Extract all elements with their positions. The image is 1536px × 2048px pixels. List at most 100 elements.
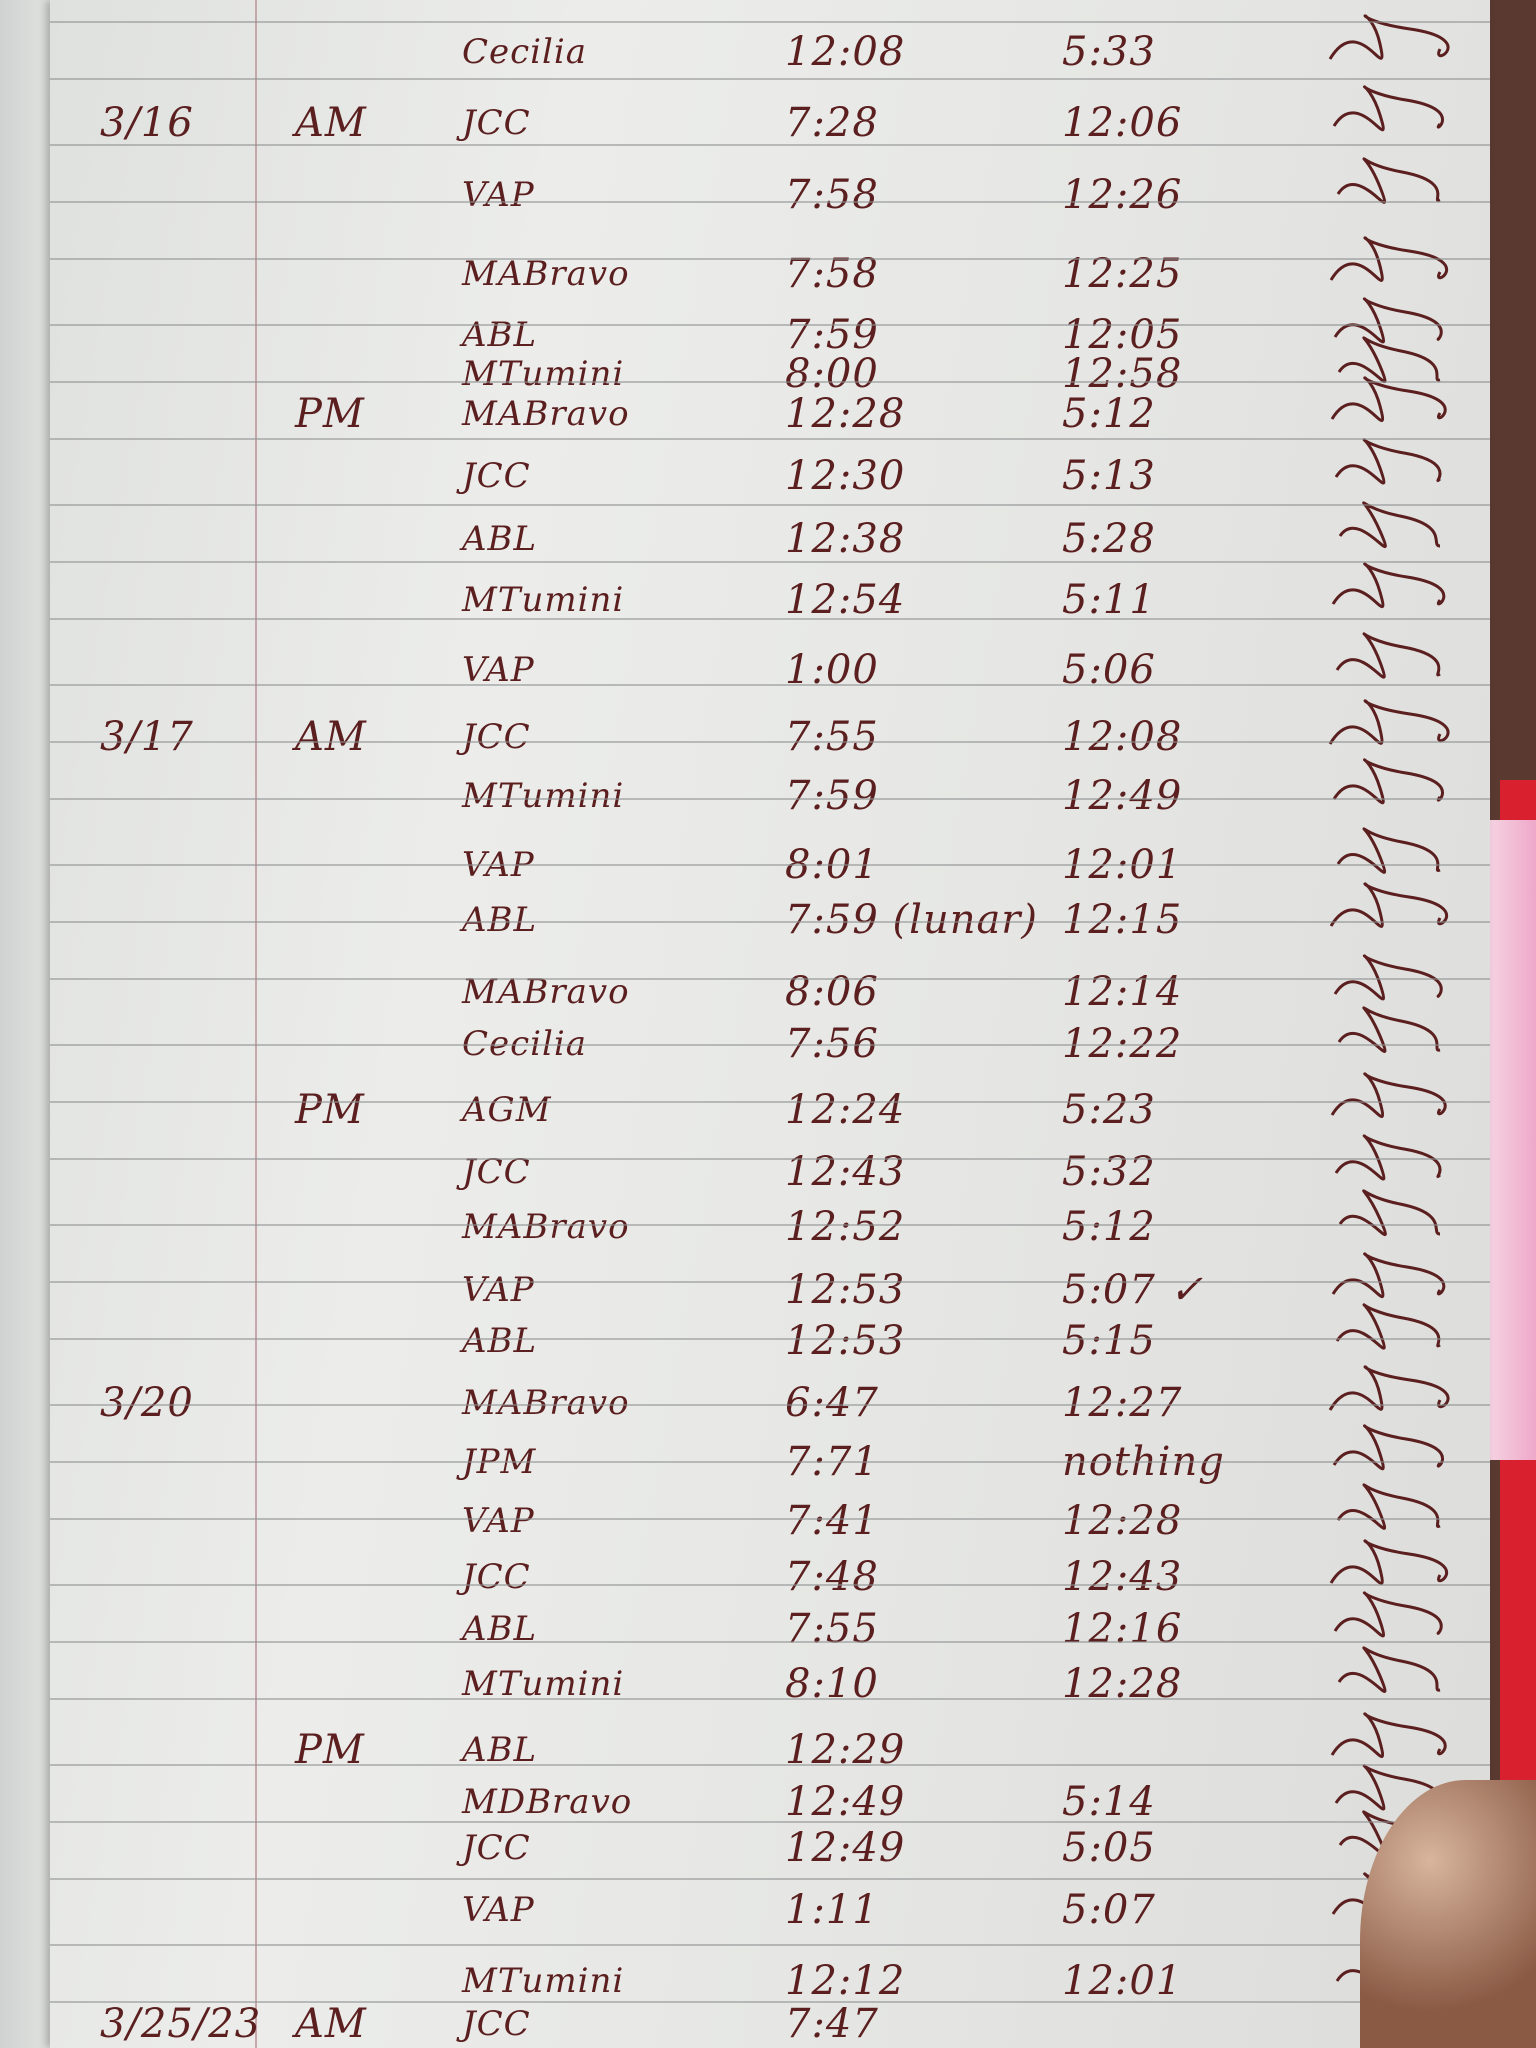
ruled-line (50, 1698, 1490, 1700)
entry-out: 5:11 (1062, 577, 1156, 623)
signature-icon (1337, 1006, 1441, 1053)
log-entry: MTumini 8:10 12:28 (50, 1646, 1490, 1707)
log-entry: PM AGM 12:24 5:23 (50, 1072, 1490, 1133)
entry-name: ABL (462, 1609, 538, 1649)
entry-in: 12:38 (785, 516, 906, 562)
signature-icon (1334, 438, 1442, 485)
entry-out: 12:27 (1062, 1380, 1183, 1426)
entry-session: AM (295, 714, 367, 760)
signature-icon (1333, 297, 1443, 344)
ruled-line (50, 144, 1490, 146)
entry-out: 5:12 (1062, 391, 1156, 437)
entry-out: 12:49 (1062, 773, 1183, 819)
entry-name: MABravo (462, 254, 630, 294)
entry-out: 5:05 (1062, 1825, 1156, 1871)
ruled-line (50, 1641, 1490, 1643)
entry-out: 12:28 (1062, 1498, 1183, 1544)
log-entry: MABravo 12:52 5:12 (50, 1189, 1490, 1250)
ruled-line (50, 798, 1490, 800)
entry-name: JCC (462, 103, 531, 143)
log-entry: ABL 12:53 5:15 (50, 1303, 1490, 1364)
log-entry: 3/16 AM JCC 7:28 12:06 (50, 85, 1490, 146)
signature-icon (1337, 336, 1441, 383)
entry-in: 8:06 (785, 969, 879, 1015)
entry-in: 1:00 (785, 647, 879, 693)
entry-in: 12:08 (785, 29, 906, 75)
ruled-line (50, 504, 1490, 506)
entry-in: 12:53 (785, 1318, 906, 1364)
entry-name: MTumini (462, 354, 625, 394)
entry-out: 12:15 (1062, 897, 1183, 943)
signature-icon (1328, 1365, 1450, 1411)
entry-in: 12:24 (785, 1087, 906, 1133)
ruled-line (50, 78, 1490, 80)
signature-icon (1336, 827, 1441, 874)
entry-in: 12:54 (785, 577, 906, 623)
ruled-line (50, 864, 1490, 866)
log-entry: MTumini 12:12 12:01 (50, 1943, 1490, 2004)
entry-name: VAP (462, 175, 535, 215)
entry-name: AGM (462, 1090, 552, 1130)
entry-name: MDBravo (462, 1782, 633, 1822)
entry-name: ABL (462, 1321, 538, 1361)
entry-in: 8:00 (785, 351, 879, 397)
entry-name: ABL (462, 519, 538, 559)
ruled-line (50, 684, 1490, 686)
entry-name: VAP (462, 1270, 535, 1310)
ruled-line (50, 1338, 1490, 1340)
entry-in: 7:58 (785, 172, 879, 218)
ruled-line (50, 21, 1490, 23)
entry-in: 12:12 (785, 1958, 906, 2004)
ruled-line (50, 561, 1490, 563)
signature-icon (1333, 954, 1443, 1001)
entry-in: 1:11 (785, 1887, 879, 1933)
entry-out: 12:58 (1062, 351, 1183, 397)
ruled-line (50, 978, 1490, 980)
ruled-line (50, 1101, 1490, 1103)
signature-icon (1337, 1646, 1441, 1693)
entry-name: MTumini (462, 580, 625, 620)
log-entry: MABravo 8:06 12:14 (50, 954, 1490, 1015)
ruled-line (50, 1878, 1490, 1880)
ruled-line (50, 1821, 1490, 1823)
ruled-line (50, 1281, 1490, 1283)
ruled-line (50, 2001, 1490, 2003)
entry-out: 5:07 ✓ (1062, 1267, 1205, 1313)
entry-out: 12:06 (1062, 100, 1183, 146)
signature-icon (1332, 1424, 1444, 1471)
entry-out: 12:16 (1062, 1606, 1183, 1652)
ruled-line (50, 741, 1490, 743)
ruled-line (50, 1158, 1490, 1160)
signature-icon (1333, 1591, 1443, 1638)
log-entry: VAP 1:11 5:07 (50, 1872, 1490, 1933)
log-entry: MTumini 7:59 12:49 (50, 758, 1490, 819)
ruled-line (50, 1404, 1490, 1406)
entry-session: AM (295, 100, 367, 146)
entry-name: VAP (462, 1501, 535, 1541)
entry-in: 12:52 (785, 1204, 906, 1250)
log-entry: JCC 12:49 5:05 (50, 1810, 1490, 1871)
log-entry: JCC 12:43 5:32 (50, 1134, 1490, 1195)
entry-in: 7:59 (785, 312, 879, 358)
logbook-page: Cecilia 12:08 5:33 3/16 AM JCC 7:28 12:06 VAP 7:5… (50, 0, 1490, 2048)
entry-out: 5:15 (1062, 1318, 1156, 1364)
entry-in: 12:28 (785, 391, 906, 437)
signature-icon (1329, 882, 1449, 928)
ruled-line (50, 1584, 1490, 1586)
ruled-line (50, 324, 1490, 326)
entry-in: 8:10 (785, 1661, 879, 1707)
entry-date: 3/25/23 (100, 2001, 262, 2047)
log-entry: 3/20 MABravo 6:47 12:27 (50, 1365, 1490, 1426)
signature-icon (1331, 1252, 1446, 1299)
ruled-line (50, 1764, 1490, 1766)
ruled-line (50, 201, 1490, 203)
ruled-line (50, 1044, 1490, 1046)
ruled-line (50, 618, 1490, 620)
entry-in: 7:28 (785, 100, 879, 146)
entry-in: 7:48 (785, 1554, 879, 1600)
entry-out: 12:43 (1062, 1554, 1183, 1600)
entry-in: 7:55 (785, 714, 879, 760)
entry-session: PM (295, 391, 365, 437)
log-entry: MTumini 12:54 5:11 (50, 562, 1490, 623)
entry-out: 12:08 (1062, 714, 1183, 760)
